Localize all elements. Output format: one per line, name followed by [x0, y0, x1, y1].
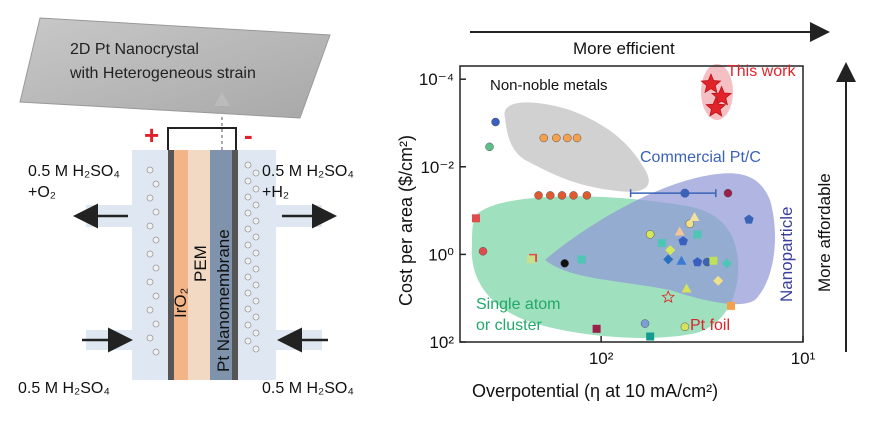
nanoparticle-point: [723, 188, 733, 198]
x-axis-ticks: 10² 10¹: [589, 336, 816, 368]
nanoparticle-point: [681, 283, 692, 293]
non-noble-point: [572, 133, 582, 143]
single-atom-point: [640, 319, 650, 328]
x-tick-label: 10²: [589, 349, 614, 368]
nanoparticle-point: [657, 239, 666, 248]
nanoparticle-point: [665, 245, 676, 256]
this-work-star: [700, 73, 722, 94]
nanoparticle-point: [709, 256, 718, 265]
non-noble-point: [569, 191, 578, 200]
layer-pem-label: PEM: [191, 245, 210, 282]
non-noble-point: [582, 191, 592, 200]
more-affordable-label: More affordable: [815, 173, 834, 292]
x-tick-label: 10¹: [791, 349, 816, 368]
single-atom-point: [478, 247, 488, 256]
nanoparticle-point: [692, 257, 703, 267]
nanoparticle-point: [693, 230, 702, 239]
nanoparticle-point: [674, 226, 685, 236]
plot-frame: [459, 65, 804, 343]
nanoparticle-point: [676, 255, 687, 265]
y-tick-label: 10²: [429, 333, 454, 352]
non-noble-point: [534, 191, 543, 200]
layer-electrode-left: [168, 150, 174, 380]
single-atom-point: [680, 322, 690, 332]
nanocrystal-label-line1: 2D Pt Nanocrystal: [70, 41, 199, 58]
wire-circuit: [167, 127, 237, 150]
nanoparticle-point: [744, 214, 754, 224]
dotted-arrow-head-icon: [214, 92, 230, 106]
this-work-star: [705, 96, 727, 117]
nanoparticle-label: Nanoparticle: [777, 207, 796, 302]
y-tick-label: 10⁰: [428, 245, 454, 264]
data-marks: [471, 73, 754, 341]
pt-foil-label: Pt foil: [690, 317, 730, 334]
nanoparticle-point: [678, 236, 688, 246]
y-axis-ticks: 10⁻⁴ 10⁻² 10⁰ 10²: [419, 70, 466, 352]
right-inlet-bottom: 0.5 M H₂SO₄: [262, 380, 354, 397]
y-tick-label: 10⁻⁴: [419, 70, 454, 89]
nanoparticle-point: [645, 230, 655, 239]
left-inlet-top-line1: 0.5 M H₂SO₄: [28, 163, 120, 180]
layer-electrode-right: [232, 150, 238, 380]
left-inlet-bottom: 0.5 M H₂SO₄: [18, 380, 110, 397]
single-atom-label-line2: or cluster: [476, 317, 542, 334]
layer-iro2-label: IrO₂: [171, 288, 190, 318]
hydrogen-bubbles: [244, 161, 260, 353]
cell-left-plate: [132, 150, 170, 380]
non-noble-region: [504, 102, 649, 192]
non-noble-point: [491, 117, 500, 127]
single-atom-point: [471, 214, 480, 223]
single-atom-point: [646, 332, 655, 341]
non-noble-point: [539, 133, 549, 143]
commercial-label: Commercial Pt/C: [640, 149, 761, 166]
single-atom-point: [577, 255, 586, 264]
nanoparticle-point: [727, 301, 736, 310]
nanoparticle-region: [545, 173, 775, 305]
more-efficient-label: More efficient: [573, 39, 675, 58]
nanocrystal-label-line2: with Heterogeneous strain: [69, 65, 256, 82]
layer-iro2: [174, 150, 188, 380]
non-noble-point: [546, 191, 555, 200]
y-tick-label: 10⁻²: [420, 158, 454, 177]
layer-pt: [210, 150, 232, 380]
y-axis-label: Cost per area ($/cm²): [396, 135, 416, 306]
right-inlet-top-line2: +H₂: [262, 184, 289, 201]
non-noble-point: [485, 142, 494, 152]
this-work-star: [710, 85, 733, 106]
non-noble-point: [563, 133, 572, 143]
electrolyzer-schematic: 2D Pt Nanocrystal with Heterogeneous str…: [18, 17, 354, 397]
layer-pt-label: Pt Nanomembrane: [214, 229, 233, 372]
single-atom-point: [560, 259, 569, 268]
oxygen-bubbles: [146, 166, 160, 356]
nanocrystal-sheet: [19, 17, 331, 119]
plus-sign: +: [144, 120, 159, 150]
nanoparticle-point: [713, 275, 724, 286]
this-work-label: This work: [727, 63, 796, 80]
right-inlet-top-line1: 0.5 M H₂SO₄: [262, 163, 354, 180]
pt-foil-star: [661, 290, 675, 303]
nanoparticle-point: [685, 219, 695, 229]
nanoparticle-point: [689, 211, 700, 221]
non-noble-point: [557, 191, 567, 200]
non-noble-point: [552, 133, 561, 143]
left-inlet-top-line2: +O₂: [28, 184, 56, 201]
x-axis-label: Overpotential (η at 10 mA/cm²): [472, 381, 718, 401]
non-noble-label: Non-noble metals: [490, 77, 608, 94]
nanoparticle-point: [663, 254, 674, 265]
single-atom-point: [527, 255, 536, 264]
single-atom-label-line1: Single atom: [476, 296, 561, 313]
minus-sign: -: [244, 120, 253, 150]
layer-pem: [188, 150, 210, 380]
single-atom-point: [592, 324, 601, 333]
commercial-point: [680, 188, 690, 198]
nanoparticle-point: [721, 258, 732, 269]
